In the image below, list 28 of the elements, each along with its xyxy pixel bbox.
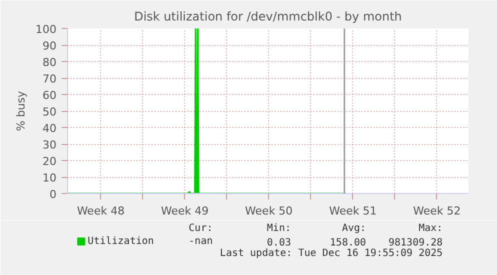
text: 0.03 [266,238,292,248]
y-tick-label: 100 [36,23,57,36]
y-tick-label: 30 [42,138,57,152]
y-tick-label: 40 [42,122,57,135]
text: Min: [266,223,292,234]
x-tick-label: Week 52 [413,204,461,218]
text: 981309.28 [388,238,443,248]
y-tick-label: 50 [42,106,57,118]
text: Last update: Tue Dec 16 19:55:09 2025 [220,248,443,259]
y-tick-label: 60 [42,89,57,102]
text: -nan [188,236,213,247]
y-tick-label: 10 [42,172,57,184]
x-tick-label: Week 49 [161,204,209,218]
y-tick-label: 70 [42,72,57,86]
y-tick-label: 90 [42,40,57,52]
x-tick-label: Week 48 [76,204,125,218]
y-tick-label: 20 [42,155,57,168]
y-axis-title: % busy [14,90,28,132]
text: Avg: [342,223,366,234]
y-tick-label: 0 [50,188,56,201]
chart-title: Disk utilization for /dev/mmcblk0 - by month [134,10,402,24]
x-tick-label: Week 50 [245,204,293,218]
text: Cur: [188,223,213,234]
text: Max: [418,223,443,234]
text: 158.00 [330,238,366,248]
y-tick-label: 80 [42,56,57,69]
x-tick-label: Week 51 [329,204,377,218]
legend-label: Utilization [88,236,154,247]
